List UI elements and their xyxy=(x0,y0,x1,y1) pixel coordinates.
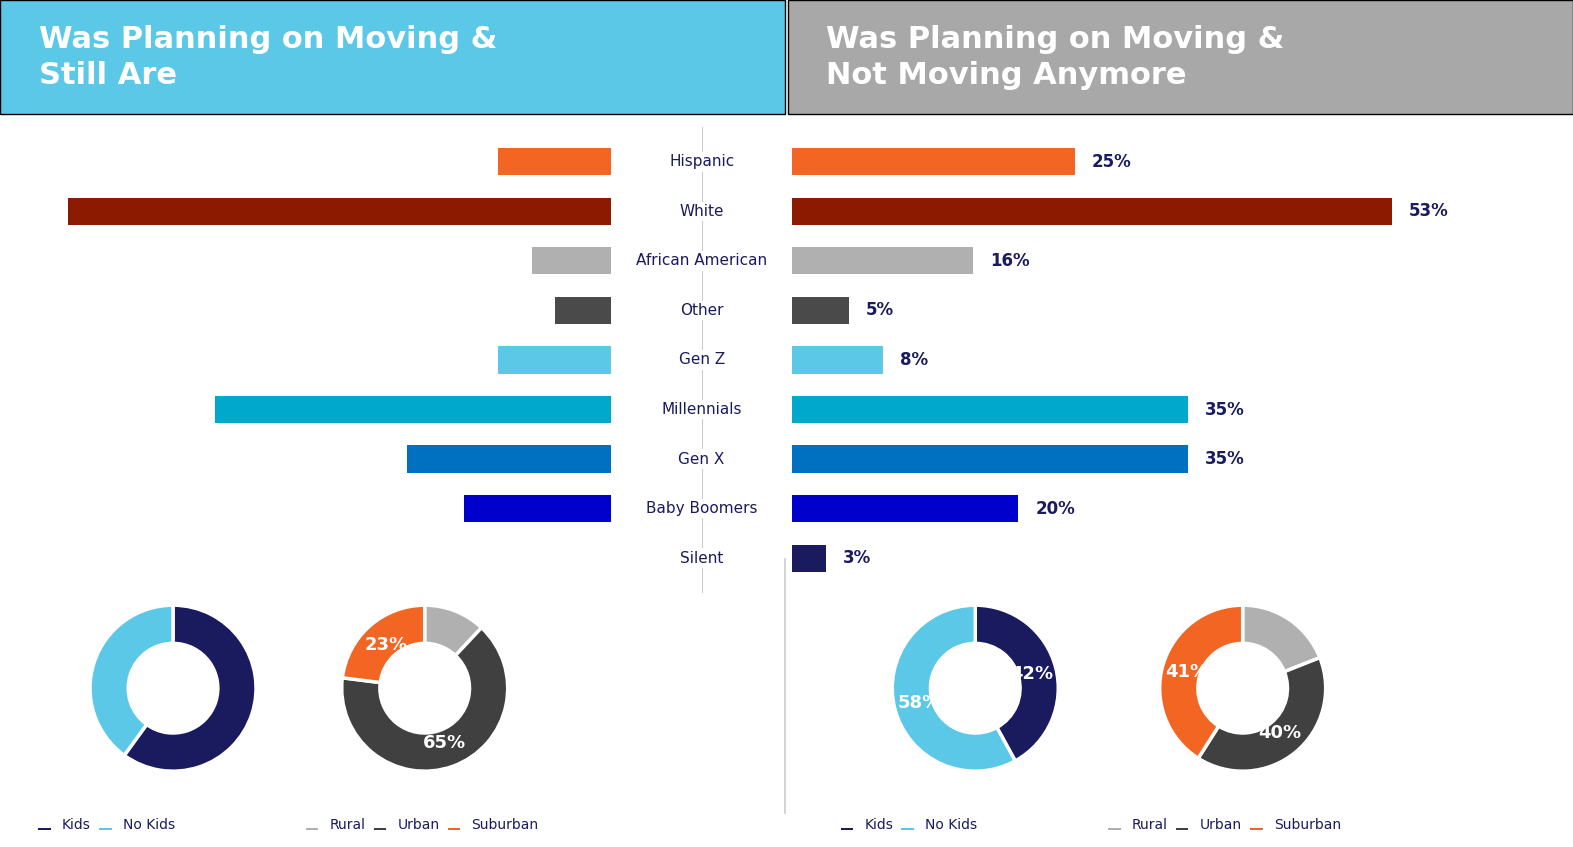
Text: African American: African American xyxy=(635,253,768,268)
Bar xyxy=(793,148,1074,175)
Text: Other: Other xyxy=(680,303,724,318)
Bar xyxy=(499,346,610,374)
Wedge shape xyxy=(425,605,481,656)
Bar xyxy=(793,247,974,274)
Bar xyxy=(793,545,826,572)
Legend: Kids, No Kids: Kids, No Kids xyxy=(38,817,175,832)
Bar xyxy=(555,296,610,324)
Wedge shape xyxy=(1159,605,1243,758)
Text: 20%: 20% xyxy=(1035,500,1076,518)
Text: 35%: 35% xyxy=(1205,450,1244,468)
Text: 40%: 40% xyxy=(1258,724,1301,742)
Text: 58%: 58% xyxy=(897,694,941,711)
Bar xyxy=(464,495,610,523)
Wedge shape xyxy=(1199,657,1326,771)
Bar xyxy=(793,495,1018,523)
Text: Silent: Silent xyxy=(680,551,724,566)
Bar xyxy=(499,148,610,175)
Wedge shape xyxy=(1243,605,1320,672)
Text: 41%: 41% xyxy=(1166,663,1208,681)
Bar xyxy=(793,396,1188,424)
Bar xyxy=(793,346,882,374)
Wedge shape xyxy=(341,628,508,771)
Bar xyxy=(68,197,610,225)
Text: 16%: 16% xyxy=(989,252,1030,270)
Text: Gen Z: Gen Z xyxy=(678,352,725,368)
Text: Millennials: Millennials xyxy=(661,402,742,417)
Legend: Rural, Urban, Suburban: Rural, Urban, Suburban xyxy=(1107,817,1340,832)
Wedge shape xyxy=(892,605,1015,771)
Bar xyxy=(216,396,610,424)
Text: 3%: 3% xyxy=(843,549,871,567)
Bar xyxy=(532,247,610,274)
Wedge shape xyxy=(975,605,1059,761)
Text: Baby Boomers: Baby Boomers xyxy=(647,501,757,516)
Bar xyxy=(793,446,1188,473)
Text: 5%: 5% xyxy=(865,302,893,319)
Text: Was Planning on Moving &
Not Moving Anymore: Was Planning on Moving & Not Moving Anym… xyxy=(826,25,1284,90)
Bar xyxy=(793,296,849,324)
Text: 35%: 35% xyxy=(1205,401,1244,418)
Wedge shape xyxy=(90,605,173,756)
Text: Gen X: Gen X xyxy=(678,451,725,467)
Text: 25%: 25% xyxy=(1092,152,1133,171)
Legend: Kids, No Kids: Kids, No Kids xyxy=(840,817,977,832)
Legend: Rural, Urban, Suburban: Rural, Urban, Suburban xyxy=(305,817,538,832)
Text: 23%: 23% xyxy=(365,635,407,654)
Bar xyxy=(793,197,1392,225)
Text: White: White xyxy=(680,204,724,219)
Text: 8%: 8% xyxy=(900,351,928,369)
Bar xyxy=(407,446,610,473)
Text: Was Planning on Moving &
Still Are: Was Planning on Moving & Still Are xyxy=(39,25,497,90)
Text: 53%: 53% xyxy=(1409,202,1449,220)
Text: 65%: 65% xyxy=(423,734,466,752)
Text: Hispanic: Hispanic xyxy=(669,154,735,169)
Wedge shape xyxy=(124,605,256,771)
Wedge shape xyxy=(343,605,425,683)
Text: 42%: 42% xyxy=(1010,665,1052,683)
